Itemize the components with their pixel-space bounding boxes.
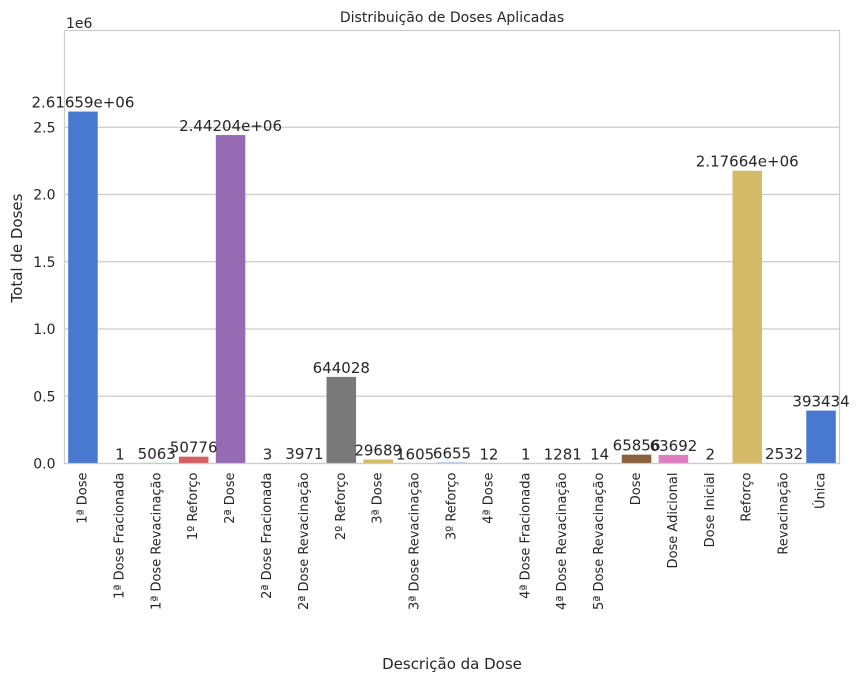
bar-value-label: 65856 [613,437,661,455]
x-tick-label: 2ª Dose Fracionada [260,473,275,599]
bar [215,135,246,464]
x-tick-label: Única [813,473,829,509]
x-tick-label: 5ª Dose Revacinação [592,472,607,610]
x-axis-label: Descrição da Dose [382,655,522,673]
bar-value-label: 50776 [170,439,218,457]
bar-value-label: 29689 [354,442,402,460]
bar-value-label: 644028 [313,359,370,377]
bar-value-label: 3 [263,445,273,463]
x-tick-label: 2º Reforço [334,472,349,540]
bar-value-label: 6655 [433,445,471,463]
x-tick-label: 4ª Dose Revacinação [555,472,570,610]
x-tick-label: 4ª Dose Fracionada [518,473,533,599]
bar-value-label: 393434 [792,393,849,411]
bar [363,459,393,464]
x-tick-label: Reforço [740,472,755,521]
x-tick-label: Dose Inicial [703,473,718,548]
x-tick-label: 1ª Dose Revacinação [149,472,164,610]
x-tick-label: 3º Reforço [445,472,460,540]
y-tick-label: 1.5 [33,255,55,271]
y-tick-label: 1.0 [33,322,55,338]
bar-value-label: 1605 [396,445,434,463]
bar-value-label: 63692 [650,437,698,455]
bar-value-label: 2.61659e+06 [31,94,134,112]
chart-title: Distribuição de Doses Aplicadas [340,10,564,26]
y-axis-label: Total de Doses [8,193,26,303]
y-tick-label: 2.5 [33,120,55,136]
bar-value-label: 2532 [765,445,803,463]
bar [658,454,689,464]
x-tick-label: 1ª Dose Fracionada [112,473,127,599]
x-tick-label: 2ª Dose Revacinação [297,472,312,610]
bar-value-label: 3971 [285,445,323,463]
x-tick-label: Dose [629,473,644,506]
bar-value-label: 5063 [138,445,176,463]
x-tick-label: 2ª Dose [223,473,238,524]
y-tick-label: 2.0 [33,188,55,204]
x-tick-label: 4ª Dose [481,473,496,524]
bar-value-label: 12 [479,445,498,463]
bar [178,456,209,464]
y-axis-offset-label: 1e6 [66,16,93,32]
y-tick-label: 0.5 [33,389,55,405]
bar-value-label: 14 [590,445,609,463]
x-tick-label: Dose Adicional [666,473,681,569]
bar-value-label: 1281 [544,445,582,463]
bar-value-label: 1 [521,445,531,463]
bar-value-label: 2.17664e+06 [696,153,799,171]
bar-value-label: 2.44204e+06 [179,117,282,135]
x-tick-label: 1ª Dose [75,473,90,524]
x-tick-label: 3ª Dose [371,473,386,524]
bar [68,111,98,464]
bar [621,454,652,464]
bar-value-label: 1 [115,445,125,463]
bar [326,376,357,464]
x-tick-label: 3ª Dose Revacinação [408,472,423,610]
x-tick-label: Revacinação [777,472,792,554]
bar [732,170,762,464]
plot-frame [63,29,841,465]
bar-value-label: 2 [706,445,716,463]
y-tick-label: 0.0 [33,457,55,473]
x-tick-label: 1º Reforço [186,472,201,540]
bar [806,410,836,464]
